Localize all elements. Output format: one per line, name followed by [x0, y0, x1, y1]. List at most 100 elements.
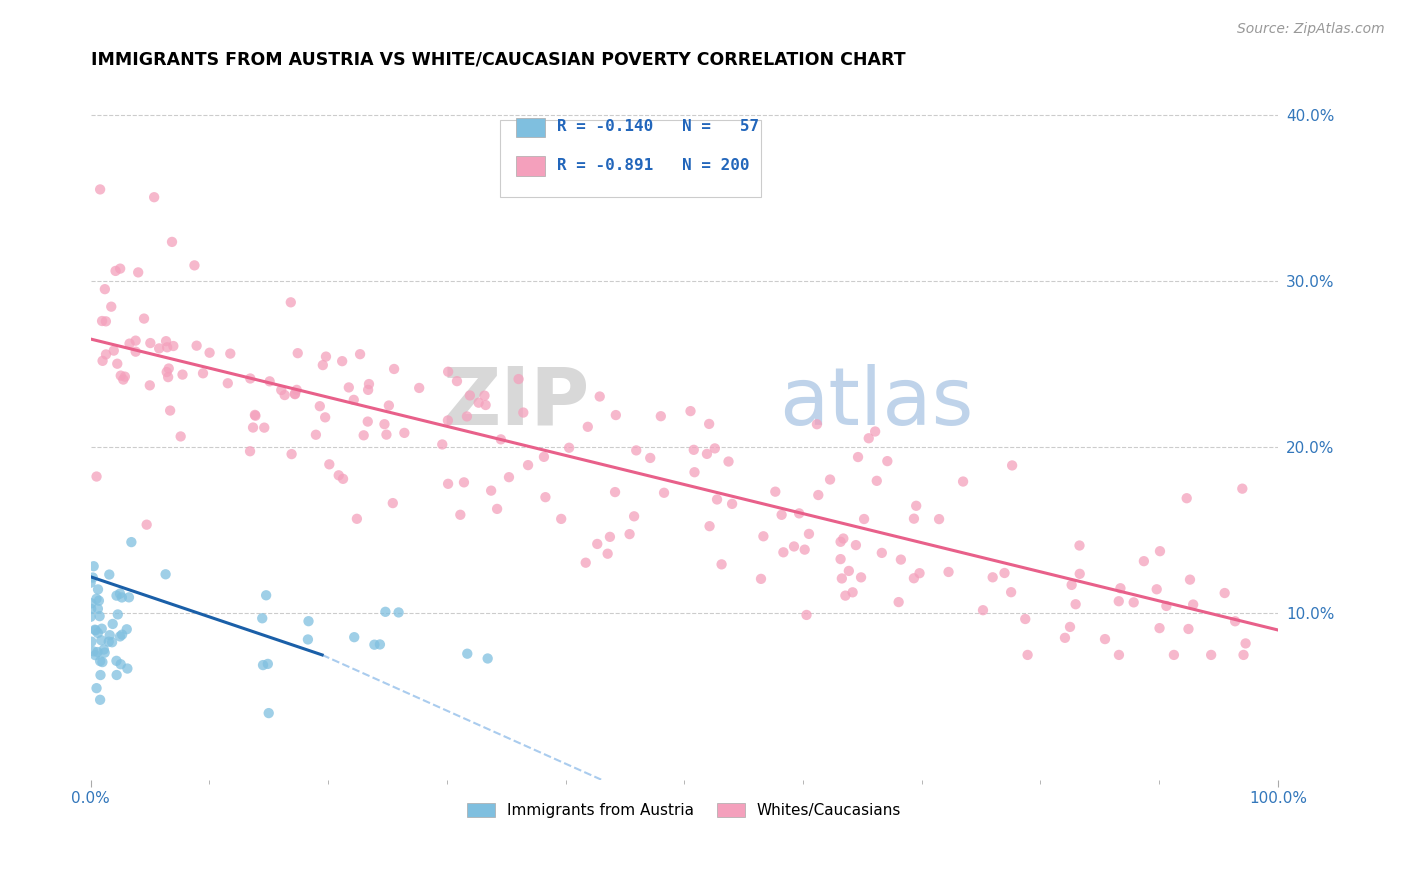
- Point: [841, 585, 863, 599]
- Point: [1178, 573, 1201, 587]
- Text: ZIP: ZIP: [441, 364, 589, 442]
- Point: [458, 388, 481, 402]
- Point: [108, 586, 131, 600]
- Point: [86, 591, 108, 606]
- Point: [98, 567, 121, 582]
- Point: [793, 542, 815, 557]
- Point: [623, 509, 645, 524]
- Point: [474, 398, 496, 412]
- Point: [243, 408, 266, 422]
- Legend: Immigrants from Austria, Whites/Caucasians: Immigrants from Austria, Whites/Caucasia…: [461, 797, 907, 824]
- Point: [1108, 648, 1130, 662]
- Point: [479, 483, 502, 498]
- Point: [1213, 586, 1236, 600]
- Text: R = -0.891   N = 200: R = -0.891 N = 200: [557, 158, 749, 173]
- Point: [763, 484, 786, 499]
- Point: [183, 259, 205, 273]
- Text: IMMIGRANTS FROM AUSTRIA VS WHITE/CAUCASIAN POVERTY CORRELATION CHART: IMMIGRANTS FROM AUSTRIA VS WHITE/CAUCASI…: [90, 51, 905, 69]
- Point: [305, 427, 328, 442]
- Text: Source: ZipAtlas.com: Source: ZipAtlas.com: [1237, 22, 1385, 37]
- Point: [86, 681, 108, 695]
- Point: [456, 409, 478, 424]
- Point: [605, 408, 627, 422]
- Point: [652, 485, 675, 500]
- Point: [866, 474, 889, 488]
- Point: [890, 552, 912, 566]
- Point: [135, 517, 157, 532]
- Point: [94, 282, 117, 296]
- Point: [870, 546, 893, 560]
- Point: [172, 368, 194, 382]
- Point: [285, 383, 308, 397]
- Point: [575, 556, 598, 570]
- Point: [93, 642, 115, 657]
- Point: [239, 444, 262, 458]
- Point: [108, 629, 131, 643]
- Point: [219, 346, 242, 360]
- Point: [80, 634, 103, 648]
- Point: [148, 342, 170, 356]
- Point: [101, 635, 124, 649]
- Point: [87, 593, 110, 607]
- Point: [770, 508, 793, 522]
- Point: [699, 519, 721, 533]
- Point: [252, 658, 274, 673]
- Point: [284, 386, 307, 401]
- Point: [111, 627, 134, 641]
- Point: [1149, 621, 1171, 635]
- Point: [626, 443, 648, 458]
- Point: [1122, 595, 1144, 609]
- Point: [80, 596, 103, 610]
- Text: atlas: atlas: [779, 364, 973, 442]
- Point: [512, 406, 534, 420]
- Y-axis label: Poverty: Poverty: [0, 399, 8, 462]
- Point: [169, 429, 191, 443]
- Point: [834, 589, 856, 603]
- Point: [387, 606, 409, 620]
- Point: [330, 354, 353, 368]
- Point: [928, 512, 950, 526]
- Point: [696, 447, 718, 461]
- Point: [111, 591, 134, 605]
- Point: [112, 373, 135, 387]
- Point: [337, 380, 360, 394]
- Point: [845, 538, 868, 552]
- Point: [89, 668, 111, 682]
- Point: [79, 609, 101, 624]
- Point: [1133, 554, 1156, 568]
- Point: [679, 404, 702, 418]
- Point: [87, 601, 110, 615]
- Point: [1053, 631, 1076, 645]
- Point: [368, 637, 391, 651]
- Point: [84, 648, 107, 662]
- Point: [156, 365, 179, 379]
- Point: [887, 595, 910, 609]
- Point: [807, 488, 830, 502]
- Point: [710, 558, 733, 572]
- Point: [717, 454, 740, 468]
- Point: [257, 706, 280, 720]
- Point: [105, 654, 128, 668]
- Point: [91, 314, 114, 328]
- Point: [118, 336, 141, 351]
- Point: [952, 475, 974, 489]
- Point: [498, 470, 520, 484]
- FancyBboxPatch shape: [516, 118, 546, 137]
- Point: [517, 458, 540, 472]
- Point: [576, 419, 599, 434]
- Point: [191, 366, 214, 380]
- FancyBboxPatch shape: [501, 120, 762, 196]
- Point: [1177, 622, 1199, 636]
- Point: [100, 300, 122, 314]
- Point: [508, 372, 530, 386]
- Point: [105, 357, 128, 371]
- Point: [343, 392, 366, 407]
- Point: [80, 602, 103, 616]
- Point: [596, 547, 619, 561]
- Point: [1149, 544, 1171, 558]
- Point: [783, 540, 806, 554]
- Point: [259, 375, 281, 389]
- Point: [1175, 491, 1198, 506]
- Point: [650, 409, 672, 424]
- Point: [832, 532, 855, 546]
